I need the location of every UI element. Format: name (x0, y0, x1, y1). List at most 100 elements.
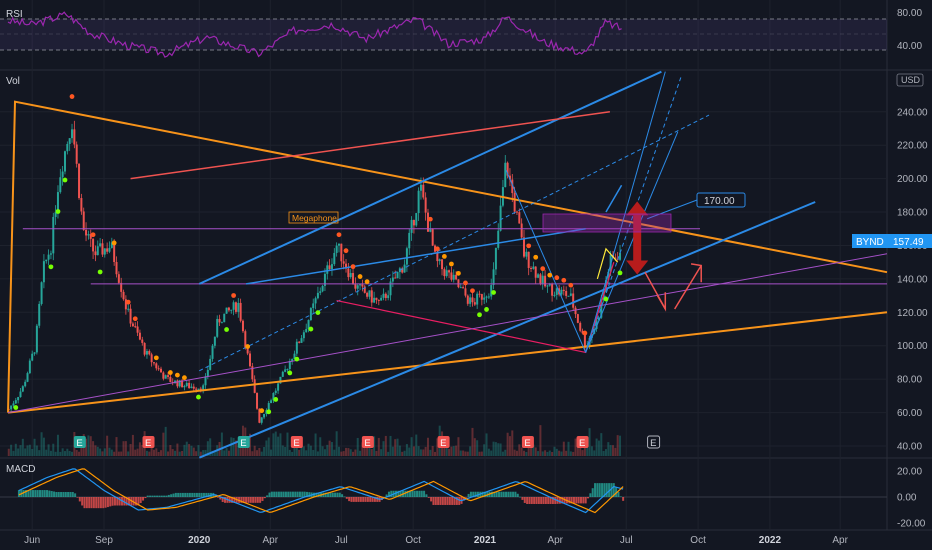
volume-bar (131, 434, 134, 456)
blue-up-arrow[interactable] (605, 184, 623, 213)
macd-histogram-bar (64, 492, 67, 497)
fan-line[interactable] (585, 131, 679, 353)
candle-body (333, 252, 336, 265)
macd-pane[interactable]: MACD (0, 464, 887, 514)
macd-histogram-bar (296, 491, 299, 497)
candle-body (260, 417, 263, 423)
candle-body (241, 320, 244, 332)
volume-bar (464, 451, 467, 456)
candle-body (457, 279, 460, 288)
candle-body (28, 360, 31, 374)
bull-flag[interactable] (596, 247, 619, 280)
candle-body (483, 297, 486, 300)
candle-body (181, 380, 184, 388)
candle-body (391, 277, 394, 282)
candle-body (174, 380, 177, 383)
macd-histogram-bar (582, 497, 585, 504)
signal-dot (90, 232, 96, 238)
macd-histogram-bar (27, 490, 30, 497)
candle-body (237, 302, 240, 312)
orange-triangle-lower[interactable] (7, 311, 888, 414)
candle-body (279, 376, 282, 384)
candle-body (345, 263, 348, 269)
rsi-axis[interactable]: 80.00 40.00 (897, 8, 922, 52)
volume-bar (197, 445, 200, 456)
signal-dot (174, 372, 180, 378)
earnings-badge[interactable] (237, 436, 250, 448)
red-channel-line[interactable] (130, 111, 610, 180)
candle-body (412, 219, 415, 226)
macd-histogram-bar (219, 497, 222, 500)
volume-bar (17, 448, 20, 456)
macd-histogram-bar (221, 497, 224, 502)
earnings-badge[interactable] (576, 436, 589, 448)
price-axis-tick: 80.00 (897, 375, 922, 386)
rsi-pane[interactable]: RSI (0, 9, 887, 58)
candle-body (544, 275, 547, 287)
volume-bar (42, 437, 45, 456)
candle-body (579, 322, 582, 331)
volume-bar (134, 449, 137, 456)
currency-badge[interactable]: USD (896, 73, 924, 87)
candle-body (89, 234, 92, 239)
macd-histogram-bar (387, 491, 390, 497)
candle-body (497, 230, 500, 248)
volume-bar (316, 451, 319, 456)
candle-body (417, 190, 420, 214)
target-label[interactable]: 170.00 (696, 192, 746, 208)
macd-histogram-bar (390, 490, 393, 497)
megaphone-label: Megaphone (292, 213, 337, 223)
candle-body (24, 381, 27, 387)
volume-bar (89, 436, 92, 456)
macd-histogram-bar (249, 497, 252, 503)
volume-bar (326, 444, 329, 456)
signal-dot (62, 177, 68, 183)
last-price-tag[interactable]: BYND 157.49 (852, 234, 932, 248)
orange-triangle-upper[interactable] (7, 100, 888, 413)
signal-dot (97, 269, 103, 275)
blue-channel-lower[interactable] (198, 201, 816, 459)
decline-line[interactable] (505, 170, 587, 353)
earnings-badge[interactable] (73, 436, 86, 448)
candle-body (122, 291, 125, 300)
volume-bar (356, 437, 359, 456)
volume-bar (504, 449, 507, 456)
blue-channel-upper[interactable] (198, 70, 662, 285)
target-label-box (696, 192, 746, 208)
time-axis[interactable]: Jun Sep 2020 Apr Jul Oct 2021 Apr Jul Oct 2022 Apr (24, 535, 848, 546)
macd-histogram-bar (252, 497, 255, 503)
earnings-badge[interactable] (437, 436, 450, 448)
earnings-badge[interactable] (361, 436, 374, 448)
macd-axis[interactable]: 20.00 0.00 -20.00 (897, 467, 926, 530)
volume-bar (506, 432, 509, 456)
blue-channel-inner[interactable] (245, 228, 586, 285)
earnings-badge[interactable] (521, 436, 534, 448)
earnings-badge[interactable] (647, 435, 661, 449)
candle-body (405, 248, 408, 265)
macd-histogram-bar (554, 497, 557, 504)
signal-dot (231, 293, 237, 298)
candle-body (471, 297, 474, 303)
megaphone-annotation[interactable]: Megaphone (288, 211, 339, 224)
target-range-arrow[interactable] (633, 213, 642, 263)
macd-histogram-bar (60, 492, 63, 497)
projected-up-arrow[interactable] (674, 265, 702, 310)
target-label-text: 170.00 (704, 196, 735, 207)
macd-histogram-bar (151, 495, 154, 497)
earnings-badge[interactable] (142, 436, 155, 448)
fan-line[interactable] (585, 71, 666, 353)
candle-body (21, 386, 24, 392)
candle-body (513, 193, 516, 212)
trendline-drawings[interactable] (7, 70, 888, 459)
horizontal-levels[interactable] (22, 228, 887, 285)
earnings-badge[interactable] (290, 436, 303, 448)
purple-trend-line[interactable] (7, 253, 888, 414)
candle-body (323, 273, 326, 286)
volume-bar (61, 448, 64, 456)
resistance-zone[interactable] (542, 213, 672, 233)
macd-histogram-bar (345, 497, 348, 499)
volume-bar (345, 447, 348, 456)
candle-body (227, 307, 230, 311)
